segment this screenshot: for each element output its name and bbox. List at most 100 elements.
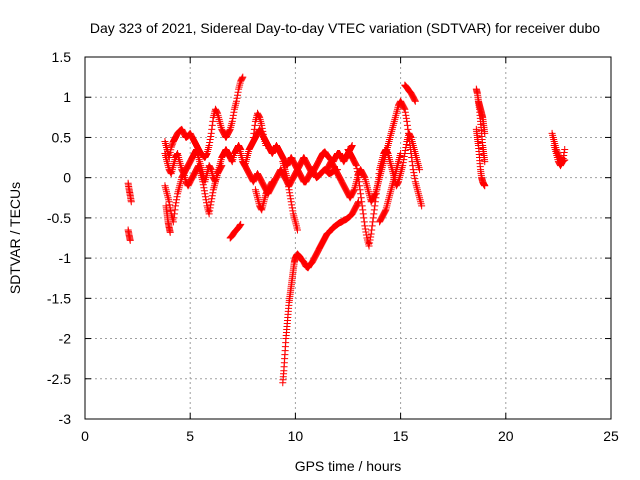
- axis-ticks: [84, 56, 612, 420]
- data-point: [360, 214, 368, 222]
- data-point: [170, 210, 178, 218]
- data-point: [226, 126, 234, 134]
- data-point: [259, 127, 267, 135]
- data-point: [360, 218, 368, 226]
- data-point: [373, 186, 381, 194]
- data-point: [401, 108, 409, 116]
- data-point: [251, 121, 259, 129]
- data-point: [203, 151, 211, 159]
- data-point: [407, 132, 415, 140]
- data-point: [205, 141, 213, 149]
- data-point: [179, 171, 187, 179]
- data-point: [166, 201, 174, 209]
- data-point: [207, 201, 215, 209]
- data-point: [367, 233, 375, 241]
- data-point: [400, 104, 408, 112]
- y-tick-labels: 1.5 1 0.5 0 -0.5 -1 -1.5 -2 -2.5 -3: [47, 49, 71, 427]
- data-point: [206, 204, 214, 212]
- y-tick-label: -2.5: [47, 371, 71, 387]
- data-point: [401, 147, 409, 155]
- data-point: [375, 174, 383, 182]
- data-point: [481, 182, 489, 190]
- data-point: [166, 228, 174, 236]
- data-point: [367, 230, 375, 238]
- data-point: [287, 195, 295, 203]
- data-point: [361, 222, 369, 230]
- data-point: [284, 177, 292, 185]
- x-axis-label: GPS time / hours: [295, 458, 402, 474]
- data-point: [172, 199, 180, 207]
- data-point: [236, 221, 244, 229]
- data-point: [165, 198, 173, 206]
- data-point: [213, 108, 221, 116]
- data-point: [348, 142, 356, 150]
- data-point: [350, 187, 358, 195]
- data-point: [418, 202, 426, 210]
- data-point: [217, 163, 225, 171]
- data-point: [205, 210, 213, 218]
- data-point: [348, 141, 356, 149]
- data-point: [371, 198, 379, 206]
- data-point: [359, 206, 367, 214]
- data-point: [359, 210, 367, 218]
- data-point: [358, 202, 366, 210]
- data-point: [199, 181, 207, 189]
- data-point: [289, 207, 297, 215]
- data-point: [250, 129, 258, 137]
- data-point: [285, 183, 293, 191]
- data-point: [294, 226, 302, 234]
- data-point: [234, 91, 242, 99]
- data-point: [409, 166, 417, 174]
- data-point: [402, 140, 410, 148]
- data-point: [233, 94, 241, 102]
- data-point: [411, 175, 419, 183]
- data-point: [262, 141, 270, 149]
- data-point: [400, 153, 408, 161]
- data-point: [228, 117, 236, 125]
- data-point: [371, 202, 379, 210]
- data-point: [208, 121, 216, 129]
- data-point: [394, 179, 402, 187]
- data-point: [481, 158, 489, 166]
- data-point: [199, 178, 207, 186]
- data-point: [286, 192, 294, 200]
- data-point: [170, 214, 178, 222]
- plot-frame: [84, 56, 612, 420]
- data-point: [218, 162, 226, 170]
- data-point: [268, 179, 276, 187]
- data-point: [560, 152, 568, 160]
- data-point: [173, 151, 181, 159]
- data-point: [207, 198, 215, 206]
- data-point: [206, 138, 214, 146]
- data-point: [356, 186, 364, 194]
- data-point: [239, 73, 247, 81]
- data-point: [200, 184, 208, 192]
- data-point: [203, 199, 211, 207]
- y-tick-label: -1: [59, 250, 72, 266]
- data-point: [285, 186, 293, 194]
- data-point: [354, 171, 362, 179]
- data-point: [173, 193, 181, 201]
- data-point: [194, 163, 202, 171]
- x-tick-label: 5: [186, 428, 194, 444]
- data-point: [373, 182, 381, 190]
- data-point: [259, 130, 267, 138]
- y-tick-label: -1.5: [47, 290, 71, 306]
- data-point: [362, 231, 370, 239]
- data-point: [357, 190, 365, 198]
- data-point: [229, 111, 237, 119]
- data-point: [411, 97, 419, 105]
- data-point: [250, 125, 258, 133]
- data-point: [234, 88, 242, 96]
- data-point: [361, 225, 369, 233]
- data-point: [126, 236, 134, 244]
- data-point: [375, 170, 383, 178]
- y-tick-label: -3: [59, 411, 72, 427]
- data-point: [352, 161, 360, 169]
- data-point: [368, 226, 376, 234]
- data-point: [258, 124, 266, 132]
- data-point: [127, 198, 135, 206]
- data-point: [481, 129, 489, 137]
- data-point: [255, 112, 263, 120]
